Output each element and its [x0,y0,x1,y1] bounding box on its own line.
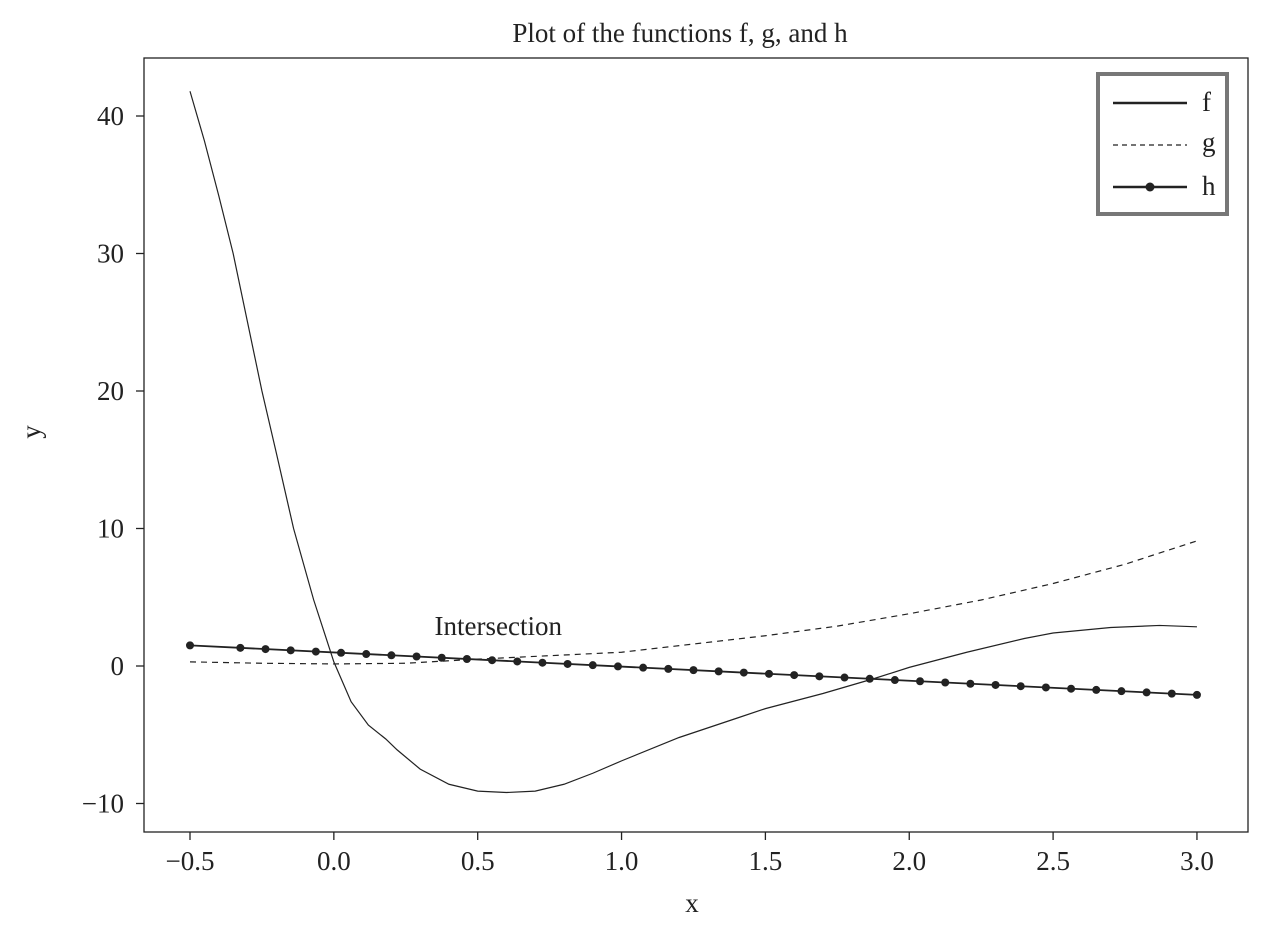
series-h-marker [991,680,1000,689]
series-h-marker [714,667,723,676]
series-h-marker [639,663,648,672]
legend-g-label: g [1202,127,1216,157]
y-tick-label: 40 [97,101,124,131]
y-tick-label: 10 [97,514,124,544]
y-axis: −10 0 10 20 30 40 [82,101,144,819]
x-axis-label: x [685,888,699,918]
series-h-marker [966,679,975,688]
series-f-line [189,91,1197,794]
series-h-marker [613,662,622,671]
series-h-marker [764,669,773,678]
series-h-marker [1016,682,1025,691]
x-tick-label: 1.5 [749,846,783,876]
series-h-marker [664,664,673,673]
series-h-marker [513,657,522,666]
intersection-annotation: Intersection [435,611,563,641]
series-h-marker [311,647,320,656]
x-tick-label: 1.0 [605,846,639,876]
y-axis-label: y [16,425,46,439]
chart-title: Plot of the functions f, g, and h [512,18,848,48]
series-h-marker [689,666,698,675]
y-tick-label: 30 [97,239,124,269]
x-tick-label: 3.0 [1180,846,1214,876]
series-h-marker [890,676,899,685]
series-h-marker [412,652,421,661]
plot-area [143,57,1249,833]
series-h-marker [1167,689,1176,698]
series-h-marker [437,653,446,662]
series-h-marker [462,654,471,663]
series-h-marker [1192,690,1201,699]
series-h-marker [1092,685,1101,694]
x-tick-label: 2.5 [1036,846,1070,876]
series-h-marker [337,648,346,657]
series-h-marker [916,677,925,686]
legend-h-marker [1145,182,1155,192]
series-h-marker [488,656,497,665]
legend: f g h [1096,72,1229,216]
series-h-marker [186,641,194,650]
y-tick-label: −10 [82,789,124,819]
series-group [186,91,1201,794]
x-axis: −0.5 0.0 0.5 1.0 1.5 2.0 2.5 3.0 [166,832,1214,876]
series-h-marker [865,674,874,683]
series-h-marker [563,659,572,668]
series-h-marker [236,643,245,652]
series-h-marker [1142,688,1151,697]
series-h-marker [387,651,396,660]
series-h-marker [815,672,824,681]
x-tick-label: −0.5 [166,846,215,876]
legend-f-label: f [1202,87,1211,117]
x-tick-label: 2.0 [892,846,926,876]
series-h-marker [1117,687,1126,696]
series-h-marker [286,646,295,655]
series-h-marker [1041,683,1050,692]
series-h-marker [1067,684,1076,693]
y-tick-label: 0 [111,651,125,681]
series-h-marker [261,645,270,654]
series-h-marker [362,650,371,659]
series-h-marker [790,671,799,680]
series-h-marker [538,658,547,667]
x-tick-label: 0.5 [461,846,495,876]
series-h-marker [739,668,748,677]
y-tick-label: 20 [97,376,124,406]
series-h-marker [941,678,950,687]
x-tick-label: 0.0 [317,846,351,876]
series-g-line [189,540,1198,665]
series-h-marker [840,673,849,682]
series-h-marker [588,661,597,670]
legend-h-label: h [1202,171,1216,201]
